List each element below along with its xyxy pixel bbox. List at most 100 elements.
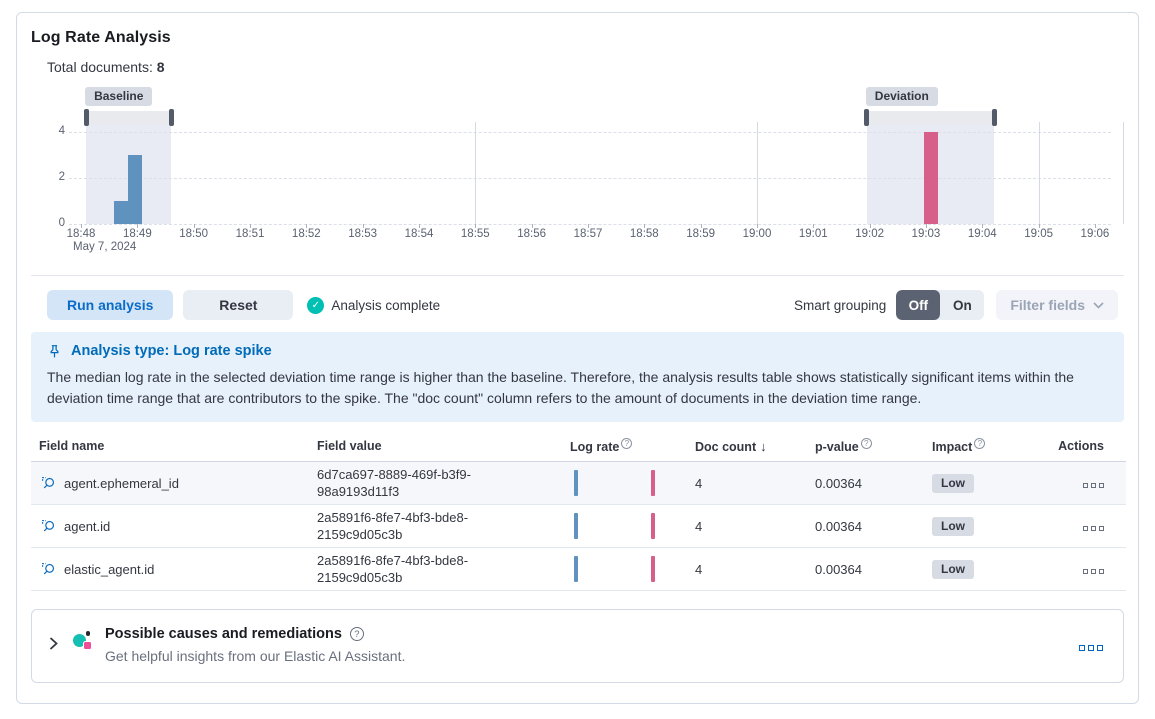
log-rate-analysis-panel: Log Rate Analysis Total documents: 8 0 2 4…	[16, 12, 1139, 705]
p-value: 0.00364	[807, 461, 924, 506]
x-tick	[756, 224, 758, 228]
log-rate-info-icon[interactable]: ?	[621, 438, 633, 449]
y-axis-label: 4	[58, 125, 65, 137]
x-axis-label: 18:56	[517, 228, 547, 240]
col-impact[interactable]: Impact?	[924, 432, 1034, 463]
analysis-type-callout: Analysis type: Log rate spike The median…	[31, 332, 1124, 422]
baseline-mini-bar	[574, 470, 578, 497]
x-axis-label: 19:04	[967, 228, 997, 240]
y-axis-label: 0	[58, 217, 65, 229]
field-value: 2a5891f6-8fe7-4bf3-bde8-2159c9d05c3b	[317, 553, 469, 586]
x-gridline	[756, 122, 758, 224]
doc-count-value: 4	[687, 547, 807, 592]
x-axis-label: 19:06	[1080, 228, 1110, 240]
deviation-brush-right-handle[interactable]	[991, 109, 997, 126]
x-tick	[137, 224, 139, 228]
accordion-actions-icon[interactable]	[1079, 645, 1103, 652]
analysis-toolbar: Run analysis Reset ✓ Analysis complete S…	[47, 290, 1118, 320]
x-axis-label: 18:58	[629, 228, 659, 240]
impact-info-icon[interactable]: ?	[974, 438, 986, 449]
reset-button[interactable]: Reset	[183, 290, 294, 320]
deviation-mini-bar	[651, 513, 655, 540]
x-tick	[1038, 224, 1040, 228]
total-documents-label: Total documents:	[47, 59, 153, 75]
baseline-mini-bar	[574, 513, 578, 540]
chevron-down-icon	[1093, 301, 1104, 309]
impact-badge: Low	[932, 473, 974, 493]
filter-fields-button[interactable]: Filter fields	[996, 290, 1118, 320]
baseline-brush-right-handle[interactable]	[168, 109, 174, 126]
x-axis-label: 18:53	[348, 228, 378, 240]
analysis-complete-status: ✓ Analysis complete	[307, 296, 441, 314]
x-tick	[475, 224, 477, 228]
table-row: agent.ephemeral_id 6d7ca697-8889-469f-b3…	[31, 461, 1126, 506]
col-actions: Actions	[1034, 432, 1126, 463]
section-divider	[31, 275, 1124, 276]
plot-right-edge	[1123, 122, 1124, 224]
filter-field-icon[interactable]	[41, 519, 56, 534]
run-analysis-button[interactable]: Run analysis	[47, 290, 174, 320]
row-actions-icon[interactable]	[1083, 525, 1104, 531]
field-name: agent.id	[64, 518, 111, 534]
x-tick	[249, 224, 251, 228]
col-field-value[interactable]: Field value	[309, 432, 562, 463]
filter-field-icon[interactable]	[41, 562, 56, 577]
y-gridline	[69, 224, 1111, 225]
doc-count-value: 4	[687, 504, 807, 549]
x-tick	[925, 224, 927, 228]
chevron-right-icon[interactable]	[48, 636, 59, 651]
p-value-info-icon[interactable]: ?	[860, 438, 872, 449]
x-axis-label: 19:02	[855, 228, 884, 240]
smart-grouping-off-button[interactable]: Off	[896, 290, 941, 320]
field-value: 6d7ca697-8889-469f-b3f9-98a9193d11f3	[317, 467, 471, 500]
page-title: Log Rate Analysis	[31, 29, 171, 46]
log-rate-mini-chart	[570, 554, 679, 584]
field-name: elastic_agent.id	[64, 561, 155, 577]
deviation-mini-bar	[651, 556, 655, 583]
elastic-ai-assistant-icon	[73, 630, 93, 651]
help-icon[interactable]: ?	[349, 627, 364, 642]
pin-icon	[50, 344, 59, 357]
x-axis-label: 18:54	[404, 228, 434, 240]
table-row: elastic_agent.id 2a5891f6-8fe7-4bf3-bde8…	[31, 547, 1126, 592]
x-tick	[700, 224, 702, 228]
col-field-name[interactable]: Field name	[31, 432, 309, 463]
accordion-title: Possible causes and remediations	[105, 626, 342, 643]
col-p-value[interactable]: p-value?	[807, 432, 924, 463]
smart-grouping-on-button[interactable]: On	[952, 297, 972, 313]
baseline-bar	[128, 155, 143, 224]
smart-grouping-toggle: Off On	[896, 290, 985, 320]
log-rate-mini-chart	[570, 468, 679, 498]
impact-badge: Low	[932, 516, 974, 536]
possible-causes-accordion: Possible causes and remediations ? Get h…	[31, 609, 1124, 684]
baseline-brush-left-handle[interactable]	[83, 109, 89, 126]
row-actions-icon[interactable]	[1083, 568, 1104, 574]
deviation-bar	[924, 132, 939, 224]
log-rate-mini-chart	[570, 511, 679, 541]
doc-count-value: 4	[687, 461, 807, 506]
filter-field-icon[interactable]	[41, 476, 56, 491]
x-axis-label: 19:01	[798, 228, 828, 240]
x-axis-label: 18:55	[460, 228, 490, 240]
impact-badge: Low	[932, 559, 974, 579]
total-documents-value: 8	[156, 59, 165, 75]
y-gridline	[69, 178, 1111, 179]
baseline-brush[interactable]	[86, 111, 172, 124]
row-actions-icon[interactable]	[1083, 482, 1104, 488]
col-log-rate[interactable]: Log rate?	[562, 432, 687, 463]
deviation-brush[interactable]	[866, 111, 995, 124]
results-table: Field name Field value Log rate? Doc cou…	[31, 432, 1126, 592]
analysis-complete-label: Analysis complete	[331, 297, 441, 313]
x-tick	[81, 224, 82, 228]
col-doc-count[interactable]: Doc count ↓	[687, 432, 807, 463]
y-axis-label: 2	[58, 171, 65, 183]
x-axis-label: 19:05	[1024, 228, 1053, 240]
x-tick	[193, 224, 195, 228]
x-axis-label: 19:00	[742, 228, 772, 240]
x-tick	[813, 224, 815, 228]
deviation-brush-left-handle[interactable]	[864, 109, 870, 126]
x-axis-label: 18:48	[66, 228, 96, 240]
x-tick	[869, 224, 871, 228]
x-tick	[982, 224, 984, 228]
x-gridline	[1038, 122, 1040, 224]
